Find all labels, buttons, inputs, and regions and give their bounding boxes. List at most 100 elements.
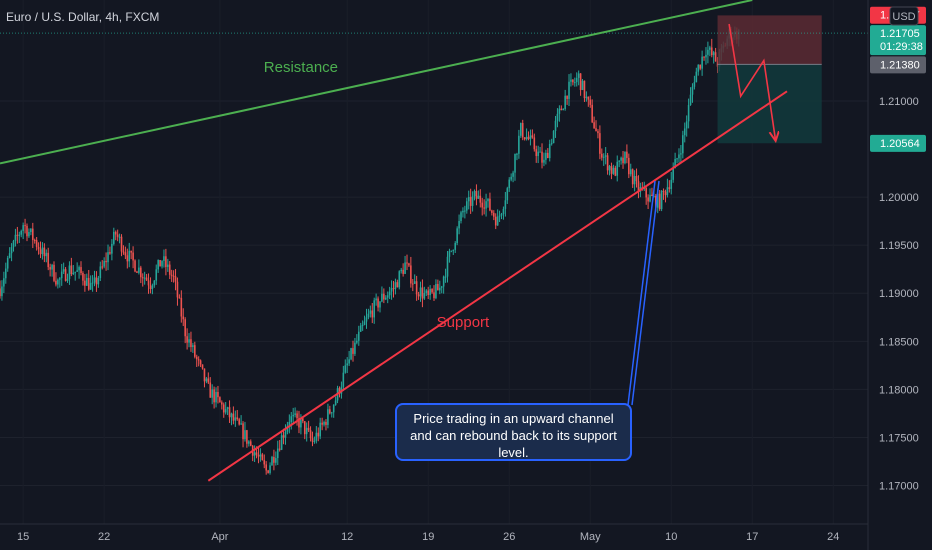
candle-body (523, 137, 526, 140)
candle-body (10, 247, 13, 254)
candle-body (400, 269, 403, 272)
candle-body (352, 348, 354, 354)
candle-body (458, 221, 460, 229)
candle-body (33, 240, 36, 242)
candle-body (701, 56, 703, 69)
trendlines[interactable] (0, 0, 788, 482)
candle-body (14, 234, 17, 241)
candle-body (440, 286, 443, 288)
x-tick-label: 24 (827, 531, 839, 543)
candle-body (122, 251, 125, 253)
candle-body (469, 197, 472, 206)
candle-body (41, 247, 44, 255)
candle-body (219, 397, 221, 403)
candle-body (651, 194, 653, 197)
candle-body (604, 155, 607, 157)
candle-body (585, 96, 588, 99)
candle-body (487, 198, 489, 202)
y-tick-label: 1.19500 (879, 240, 919, 252)
candle-body (668, 187, 671, 189)
candle-body (161, 260, 163, 267)
candle-body (195, 356, 198, 360)
candle-body (172, 275, 175, 277)
candle-body (658, 193, 661, 210)
candle-body (124, 252, 127, 256)
x-tick-label: 17 (746, 531, 758, 543)
candle-body (236, 417, 239, 420)
candle-body (315, 432, 318, 441)
candle-body (209, 382, 212, 398)
currency-button[interactable] (889, 6, 919, 26)
candle-body (334, 400, 337, 405)
callout-connector (631, 180, 660, 406)
candle-body (43, 247, 46, 257)
candle-body (452, 249, 455, 251)
candle-body (290, 416, 293, 423)
candle-body (477, 195, 480, 199)
candle-body (558, 108, 561, 114)
candle-body (520, 123, 522, 136)
candle-body (332, 404, 335, 413)
candle-body (62, 269, 65, 272)
candle-body (595, 128, 597, 132)
candle-body (682, 135, 684, 154)
candle-body (325, 421, 327, 425)
candle-body (163, 256, 165, 261)
x-tick-label: May (580, 531, 601, 543)
candle-body (471, 196, 474, 206)
candle-body (454, 243, 457, 250)
candle-body (489, 198, 491, 211)
candle-body (683, 128, 686, 136)
candle-body (26, 225, 28, 237)
candle-body (518, 135, 520, 154)
candle-body (678, 154, 680, 159)
candle-body (475, 191, 478, 199)
candle-body (22, 225, 24, 231)
candle-body (323, 421, 325, 425)
candle-body (226, 407, 229, 410)
candle-body (610, 166, 613, 174)
candle-body (6, 257, 9, 269)
time-axis[interactable]: 15 22 Apr 12 19 26 May 10 17 24 (17, 531, 839, 543)
candle-body (656, 193, 659, 208)
candle-body (464, 210, 466, 212)
candle-body (114, 231, 117, 235)
candle-body (82, 273, 84, 281)
candle-body (147, 280, 150, 286)
candle-body (338, 388, 341, 394)
candle-body (390, 288, 393, 292)
candle-body (255, 452, 258, 455)
candle-body (296, 413, 298, 419)
projection-arrows (728, 23, 775, 139)
candle-body (307, 427, 310, 431)
candle-body (491, 210, 493, 213)
price-tag (870, 56, 926, 74)
candle-body (502, 208, 505, 214)
price-tag (870, 134, 926, 152)
candle-body (680, 153, 682, 155)
candle-body (126, 255, 129, 262)
candle-body (8, 253, 11, 258)
candle-body (506, 188, 509, 201)
candle-body (170, 274, 173, 276)
candle-body (620, 157, 622, 161)
candle-body (153, 280, 156, 286)
candle-body (155, 269, 158, 281)
candle-body (467, 197, 470, 202)
candle-body (707, 49, 709, 55)
candle-body (716, 61, 719, 67)
candle-body (350, 348, 352, 360)
candle-body (512, 172, 514, 177)
candle-body (132, 252, 134, 261)
candle-body (614, 167, 617, 176)
candle-body (116, 234, 119, 237)
candle-body (637, 181, 640, 192)
candle-body (267, 470, 269, 473)
price-axis[interactable]: 1.17000 1.17500 1.18000 1.18500 1.19000 1.195… (879, 96, 919, 493)
candle-body (3, 278, 5, 287)
candle-body (539, 151, 541, 153)
candle-body (431, 288, 433, 293)
candle-body (419, 287, 422, 297)
x-tick-label: 19 (422, 531, 434, 543)
